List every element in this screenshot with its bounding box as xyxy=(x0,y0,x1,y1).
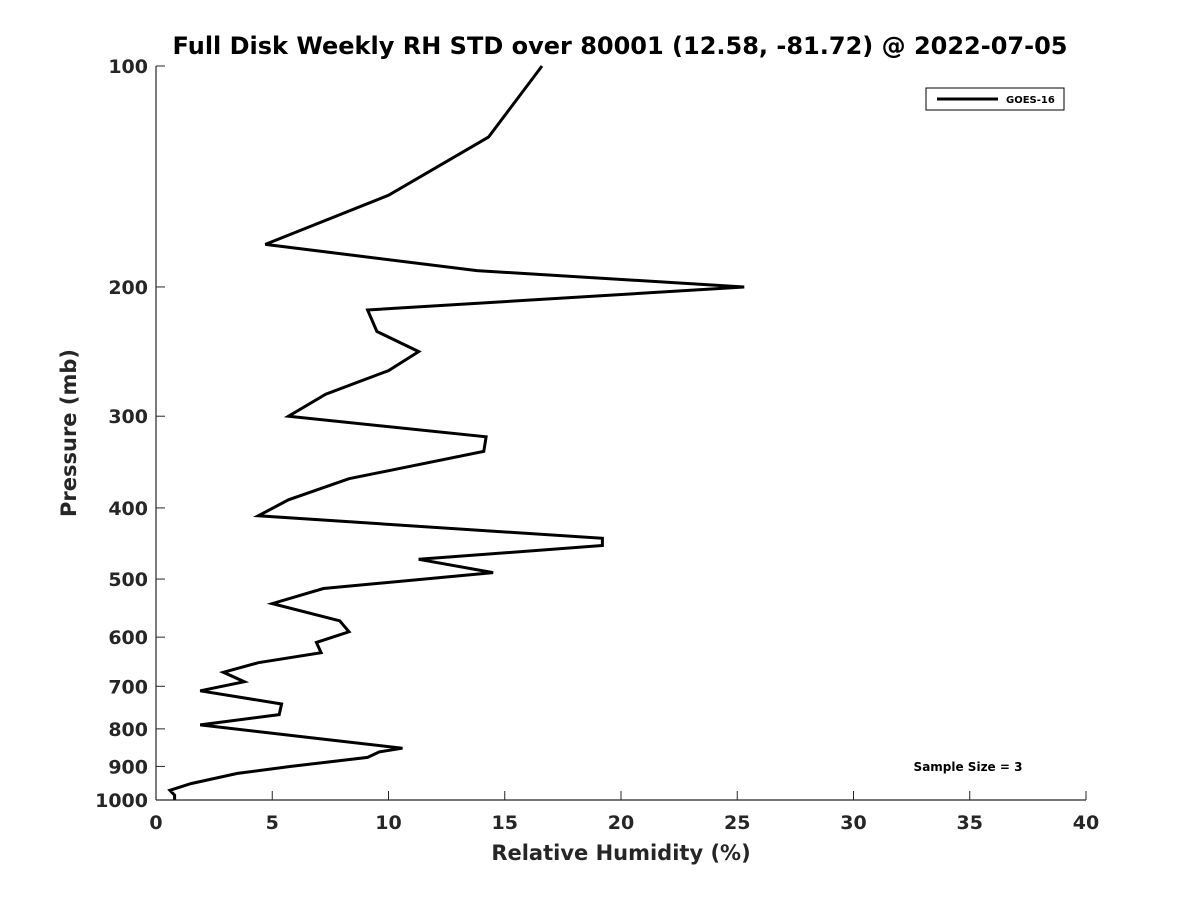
y-tick-label: 100 xyxy=(108,56,148,78)
y-tick-label: 600 xyxy=(108,627,148,649)
x-tick-label: 25 xyxy=(724,812,750,834)
legend: GOES-16 xyxy=(925,87,1065,111)
y-tick-label: 800 xyxy=(108,719,148,741)
sample-size-annotation: Sample Size = 3 xyxy=(914,760,1023,774)
y-axis-label: Pressure (mb) xyxy=(57,349,81,517)
x-tick-label: 10 xyxy=(375,812,401,834)
y-tick-label: 1000 xyxy=(95,790,148,812)
legend-entry-goes-16: GOES-16 xyxy=(1006,95,1055,106)
y-tick-label: 200 xyxy=(108,277,148,299)
x-tick-label: 30 xyxy=(840,812,866,834)
x-tick-label: 20 xyxy=(608,812,634,834)
x-tick-label: 5 xyxy=(266,812,279,834)
series-line-goes-16 xyxy=(167,65,745,800)
x-tick-label: 15 xyxy=(492,812,518,834)
y-axis-ticks: 100 200 300 400 500 600 700 800 900 1000 xyxy=(95,56,165,812)
x-tick-label: 0 xyxy=(149,812,162,834)
y-tick-label: 900 xyxy=(108,756,148,778)
y-tick-label: 400 xyxy=(108,498,148,520)
y-tick-label: 300 xyxy=(108,406,148,428)
chart-title: Full Disk Weekly RH STD over 80001 (12.5… xyxy=(173,32,1068,60)
x-axis-ticks: 0 5 10 15 20 25 30 35 40 xyxy=(149,791,1099,834)
y-tick-label: 500 xyxy=(108,569,148,591)
y-tick-label: 700 xyxy=(108,676,148,698)
x-axis-label: Relative Humidity (%) xyxy=(491,841,750,865)
x-tick-label: 40 xyxy=(1073,812,1099,834)
x-tick-label: 35 xyxy=(957,812,983,834)
